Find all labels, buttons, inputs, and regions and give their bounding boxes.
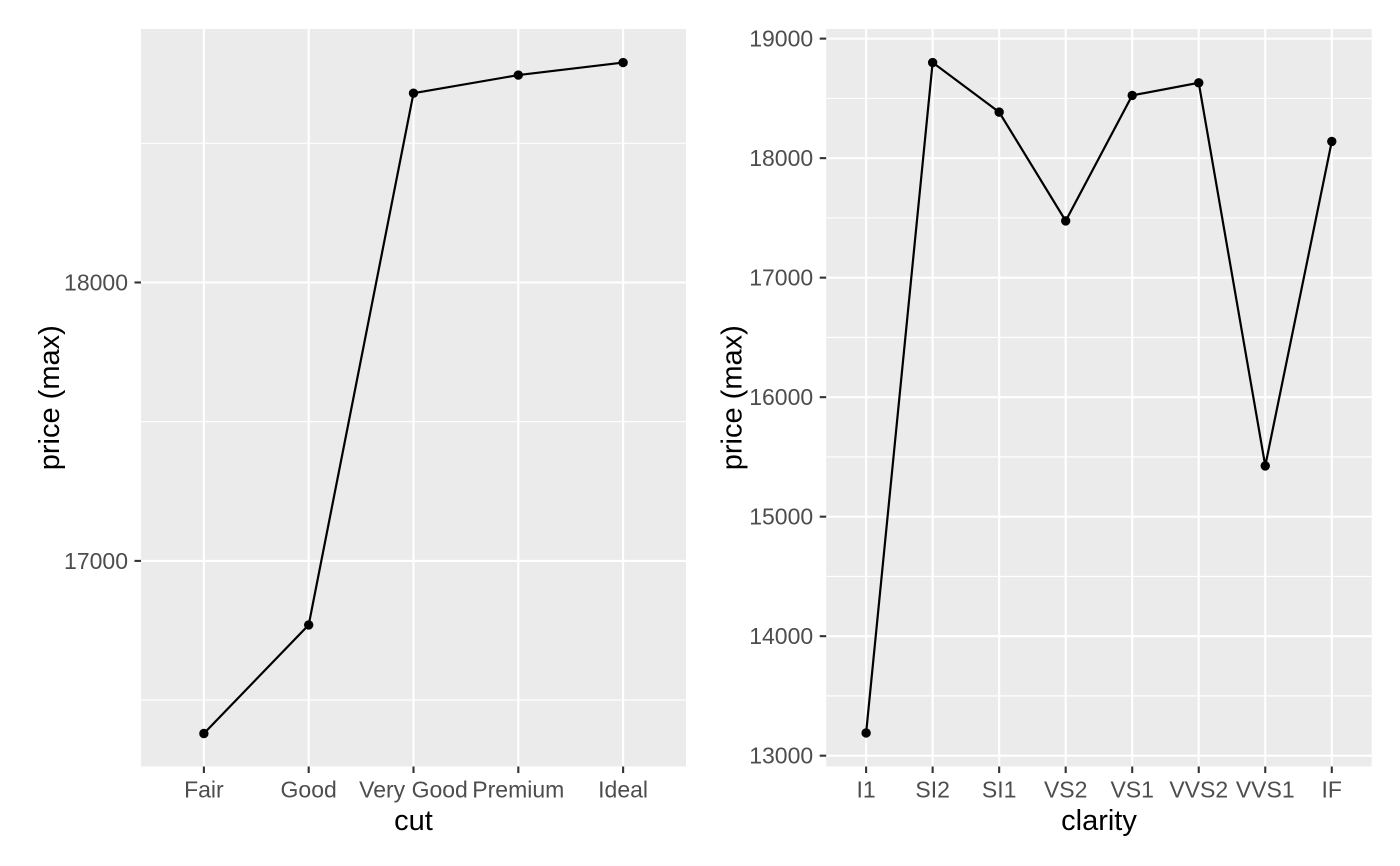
data-point — [303, 620, 314, 630]
clarity-chart-panel: I1 SI2 SI1 VS2 VS1 VVS2 VVS1 IF 13000 14000 15000 1… — [749, 26, 1372, 803]
y-tick-label: 13000 — [749, 743, 813, 769]
data-point — [1260, 461, 1270, 471]
x-tick-label: Very Good — [359, 777, 468, 803]
y-tick-label: 14000 — [749, 623, 813, 649]
cut-chart-panel: Fair Good Very Good Premium Ideal 17000 18000 — [64, 29, 686, 803]
y-tick-label: 18000 — [64, 269, 128, 295]
x-tick-label: SI2 — [915, 777, 950, 803]
data-point — [994, 107, 1004, 117]
x-tick-label: Good — [281, 777, 337, 803]
data-point — [1127, 90, 1137, 101]
x-axis-title-clarity: clarity — [1061, 805, 1137, 837]
x-tick-label: IF — [1322, 777, 1342, 803]
y-axis-title-price-max-left: price (max) — [34, 325, 66, 470]
x-tick-label: SI1 — [982, 777, 1017, 803]
data-point — [513, 70, 524, 80]
data-point — [927, 57, 938, 68]
y-tick-label: 15000 — [749, 504, 813, 530]
clarity-chart-svg: I1 SI2 SI1 VS2 VS1 VVS2 VVS1 IF 13000 14000 15000 1… — [717, 26, 1372, 837]
clarity-chart: I1 SI2 SI1 VS2 VS1 VVS2 VVS1 IF 13000 14000 15000 1… — [700, 0, 1400, 866]
x-tick-label: VVS2 — [1169, 777, 1228, 803]
data-point — [861, 728, 871, 738]
data-point — [1194, 78, 1204, 88]
y-tick-label: 16000 — [749, 384, 813, 410]
y-axis-title-price-max-right: price (max) — [717, 325, 749, 470]
x-tick-label: VS1 — [1110, 777, 1153, 803]
data-point — [618, 57, 628, 68]
series-line — [865, 60, 1333, 734]
x-tick-label: I1 — [857, 777, 876, 803]
x-tick-label: Fair — [184, 777, 224, 803]
data-point — [408, 88, 419, 98]
data-point — [1327, 136, 1337, 147]
data-point — [199, 728, 209, 739]
y-tick-label: 19000 — [749, 26, 813, 52]
x-tick-label: Premium — [472, 777, 564, 803]
x-tick-label: VS2 — [1044, 777, 1087, 803]
y-tick-label: 18000 — [749, 145, 813, 171]
x-tick-label: VVS1 — [1236, 777, 1295, 803]
cut-chart: Fair Good Very Good Premium Ideal 17000 18000 … — [34, 29, 686, 837]
y-tick-label: 17000 — [749, 265, 813, 291]
x-tick-label: Ideal — [598, 777, 648, 803]
data-point — [1060, 216, 1071, 226]
x-axis-title-cut: cut — [394, 805, 433, 837]
cut-chart-svg: Fair Good Very Good Premium Ideal1700018000 … — [34, 29, 686, 837]
y-tick-label: 17000 — [64, 548, 128, 574]
